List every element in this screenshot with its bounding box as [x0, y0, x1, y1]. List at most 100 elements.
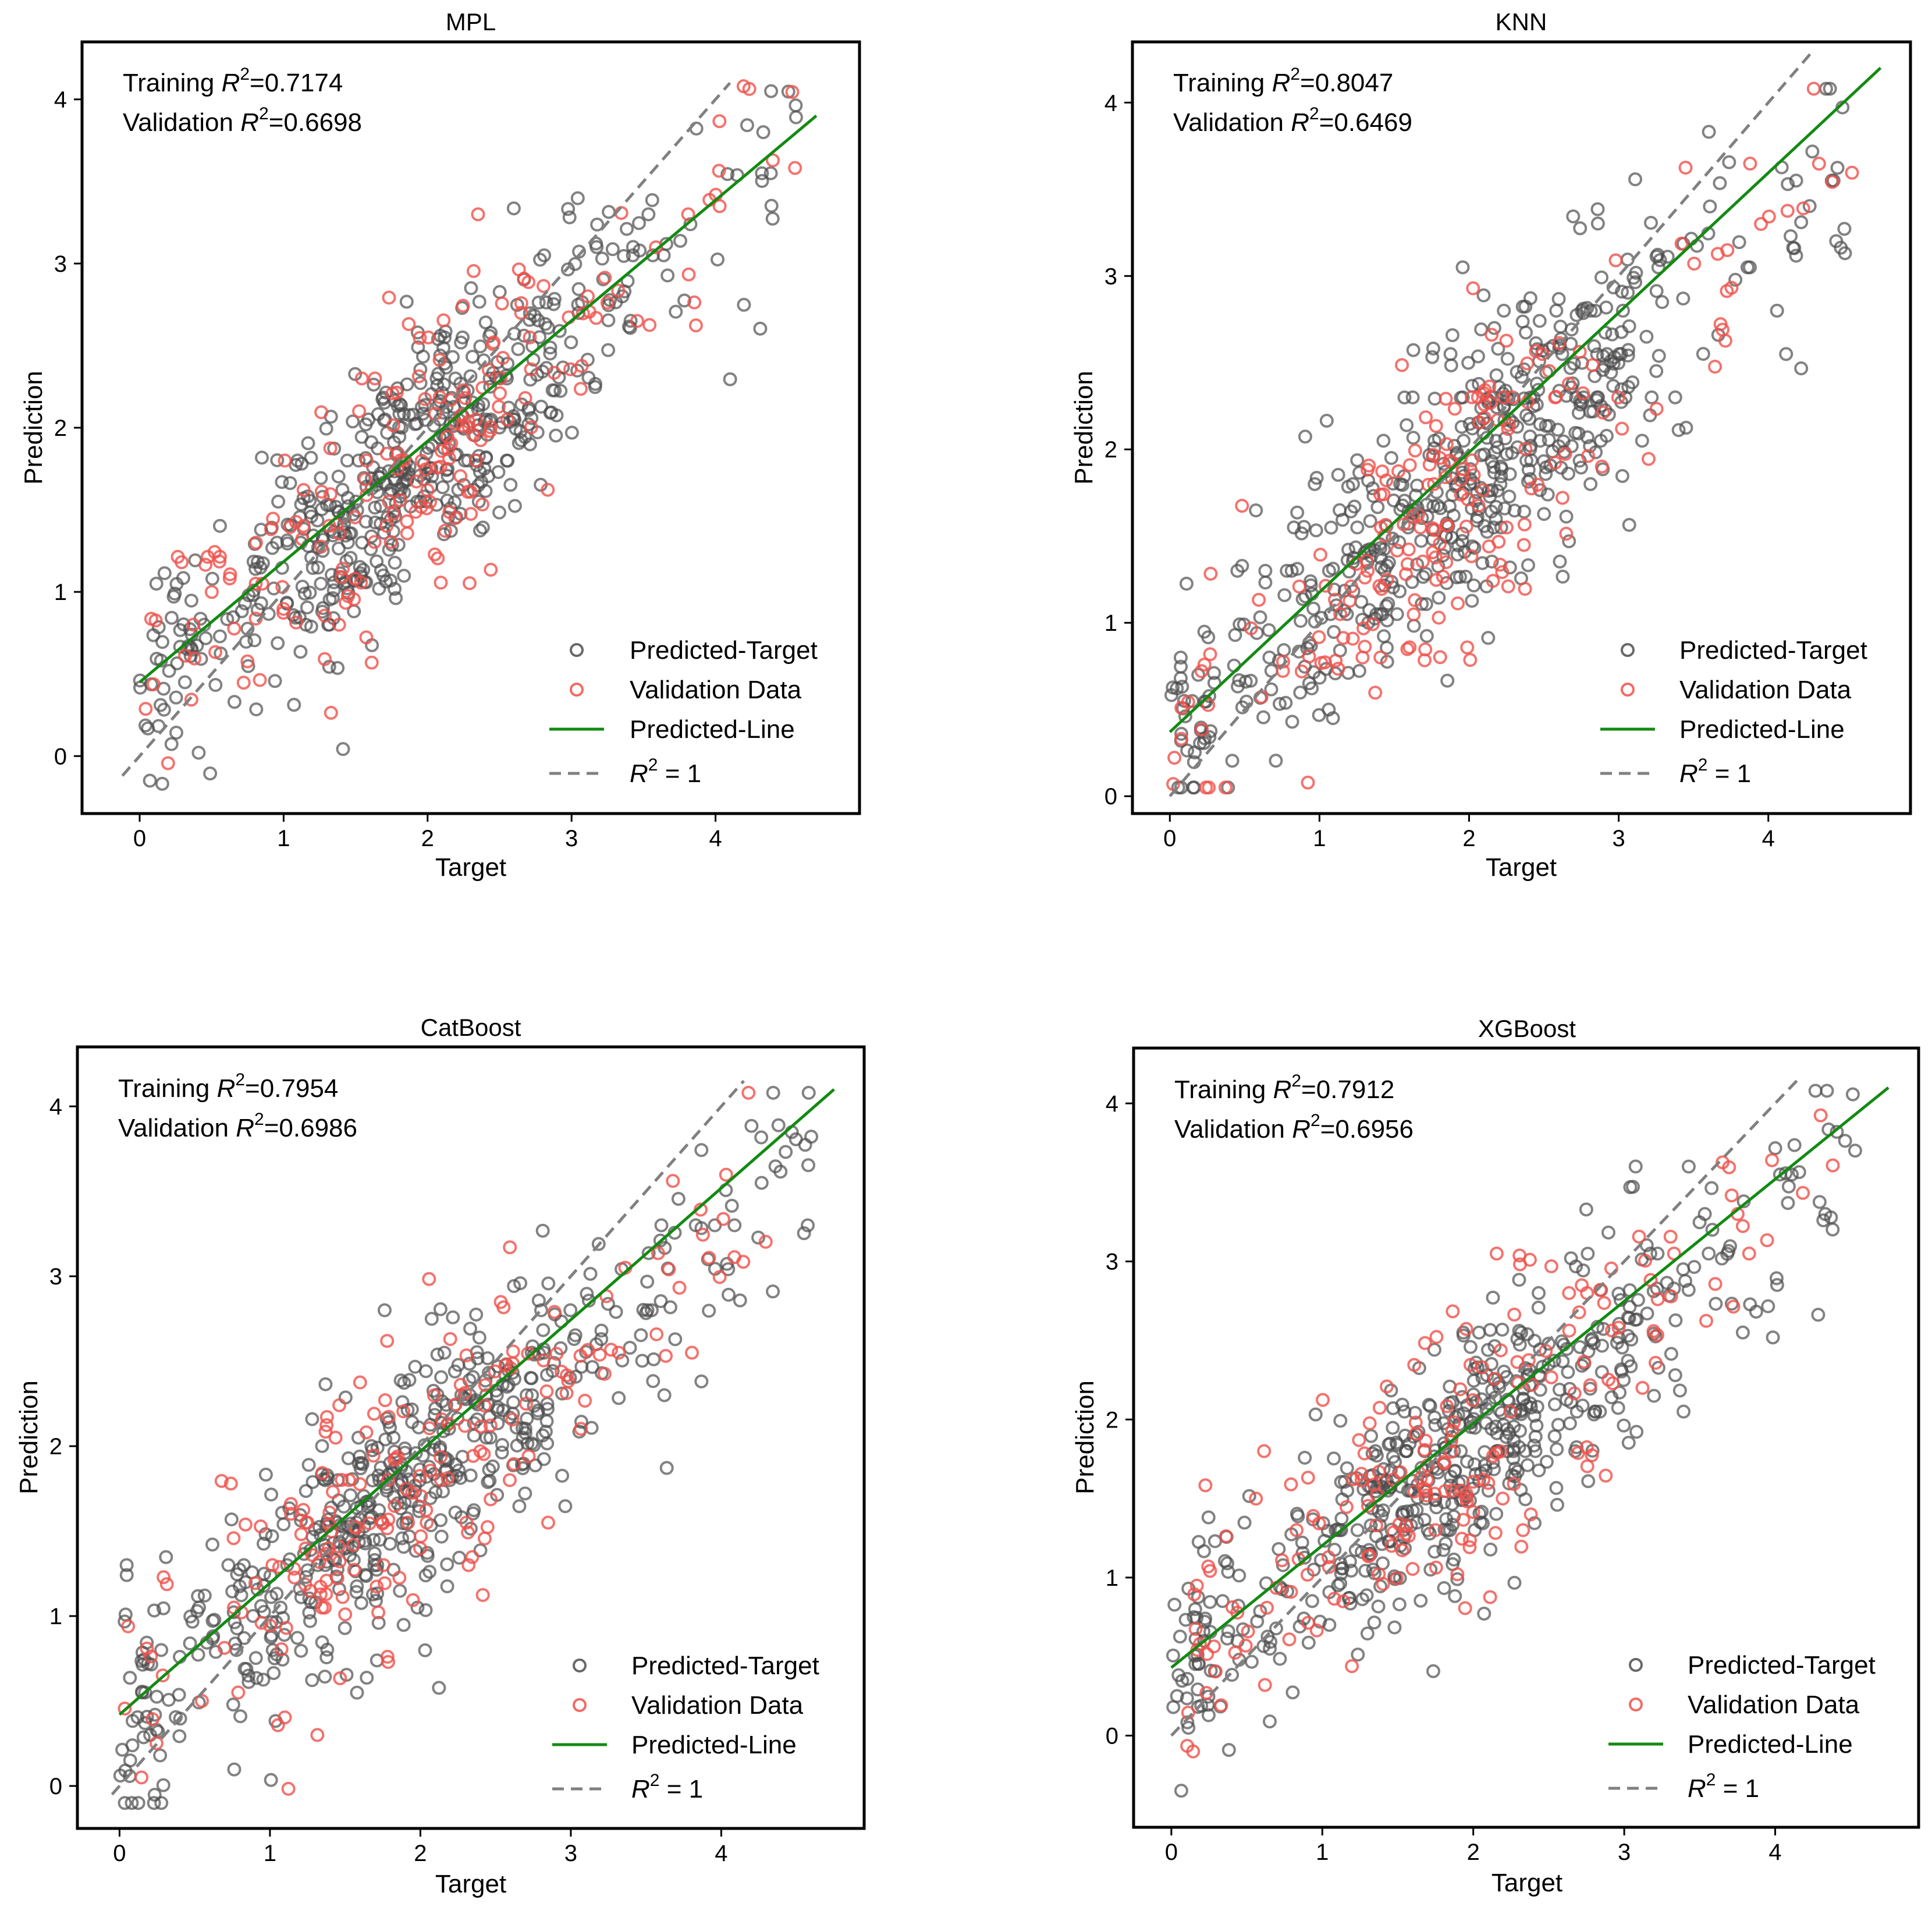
- validation-point: [314, 405, 329, 420]
- validation-point: [1458, 1601, 1472, 1615]
- predicted-line: [138, 115, 818, 684]
- training-point: [271, 636, 285, 651]
- validation-point: [335, 1590, 350, 1604]
- training-point: [1191, 1682, 1205, 1697]
- training-point: [371, 1615, 386, 1630]
- training-point: [1322, 563, 1336, 578]
- training-point: [562, 210, 577, 225]
- validation-point: [1197, 657, 1212, 672]
- validation-point: [1562, 1285, 1576, 1300]
- validation-point: [359, 630, 374, 645]
- validation-point: [194, 1693, 209, 1708]
- validation-point: [1643, 1273, 1658, 1287]
- validation-point: [687, 295, 702, 310]
- training-point: [431, 397, 446, 412]
- training-point: [1445, 1497, 1459, 1511]
- validation-point: [1312, 630, 1326, 644]
- training-point: [1384, 450, 1398, 465]
- training-point: [1260, 1629, 1275, 1644]
- training-point: [1237, 617, 1251, 632]
- training-point: [418, 1603, 433, 1617]
- validation-point: [1544, 1259, 1558, 1274]
- training-point: [581, 371, 596, 385]
- training-point: [1629, 1425, 1644, 1439]
- validation-point: [400, 526, 414, 541]
- legend-fit-label: Predicted-Line: [1688, 1730, 1853, 1759]
- training-point: [1475, 1504, 1489, 1519]
- training-point: [328, 499, 343, 514]
- validation-point: [788, 161, 802, 175]
- training-point: [518, 430, 532, 445]
- training-point: [1590, 202, 1605, 216]
- training-point: [1768, 1141, 1782, 1156]
- validation-point: [159, 1577, 174, 1592]
- validation-point: [1572, 345, 1587, 359]
- validation-point: [502, 1473, 517, 1487]
- training-point: [254, 1599, 268, 1613]
- training-point: [1568, 425, 1583, 440]
- validation-point: [649, 240, 663, 254]
- validation-point: [420, 1515, 434, 1530]
- training-point: [602, 293, 617, 307]
- validation-point: [319, 1410, 334, 1425]
- training-point: [1437, 1581, 1451, 1595]
- training-point: [804, 1130, 819, 1144]
- training-point: [1709, 1297, 1723, 1311]
- validation-point: [1754, 216, 1768, 231]
- training-point: [543, 346, 557, 361]
- training-point: [1650, 1247, 1665, 1261]
- validation-point: [523, 330, 537, 345]
- training-point: [1655, 295, 1670, 310]
- plot-frame: [76, 1045, 866, 1830]
- training-point: [1692, 1215, 1707, 1230]
- x-tick-label: 1: [1316, 1839, 1329, 1865]
- training-point: [753, 321, 768, 336]
- training-point: [1539, 1454, 1554, 1469]
- training-point: [372, 1503, 386, 1518]
- training-point: [395, 1395, 410, 1409]
- validation-point: [362, 1516, 377, 1530]
- training-point: [203, 766, 218, 781]
- training-point: [1272, 697, 1287, 711]
- training-point: [1414, 1593, 1428, 1608]
- validation-point: [666, 1174, 680, 1188]
- training-point: [183, 1636, 197, 1651]
- validation-point: [396, 1404, 411, 1419]
- validation-point: [392, 1571, 407, 1585]
- validation-point: [1597, 1296, 1611, 1311]
- validation-point: [1380, 1379, 1394, 1394]
- validation-point: [484, 563, 498, 577]
- training-r2-annotation: Training R2=0.7954: [118, 1070, 338, 1103]
- training-point: [418, 1364, 433, 1379]
- training-point: [531, 295, 546, 310]
- validation-point: [1463, 653, 1478, 667]
- training-point: [1467, 1457, 1482, 1472]
- training-point: [1611, 1401, 1625, 1415]
- training-point: [623, 1340, 637, 1355]
- training-point: [503, 478, 518, 492]
- validation-point: [477, 1447, 491, 1461]
- training-point: [1273, 1652, 1287, 1666]
- training-point: [1256, 710, 1271, 725]
- training-point: [1702, 1247, 1716, 1261]
- y-tick-label: 3: [1106, 1249, 1118, 1275]
- validation-point: [481, 363, 496, 377]
- training-point: [1235, 559, 1249, 573]
- validation-point: [371, 1605, 386, 1620]
- validation-point: [589, 311, 603, 325]
- training-point: [1386, 477, 1400, 491]
- validation-point: [1796, 1185, 1810, 1200]
- training-point: [1340, 1483, 1355, 1498]
- training-point: [465, 349, 480, 364]
- validation-point: [413, 331, 427, 345]
- validation-point: [574, 358, 589, 373]
- training-point: [1671, 423, 1686, 438]
- training-point: [1351, 1647, 1365, 1662]
- training-point: [387, 393, 402, 408]
- validation-point: [1361, 1498, 1375, 1513]
- training-point: [1704, 1181, 1719, 1195]
- training-point: [527, 1398, 541, 1413]
- training-point: [1384, 1383, 1398, 1398]
- legend-fit-label: Predicted-Line: [1679, 715, 1845, 744]
- legend-validation-label: Validation Data: [630, 676, 802, 704]
